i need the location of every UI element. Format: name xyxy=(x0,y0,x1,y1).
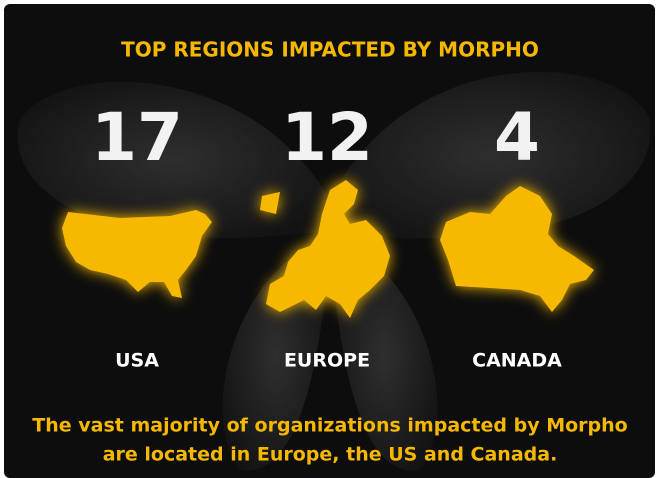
region-name: CANADA xyxy=(472,350,562,372)
footnote-line: are located in Europe, the US and Canada… xyxy=(103,444,558,466)
canada-map xyxy=(440,186,594,312)
usa-map xyxy=(62,210,212,298)
region-count: 4 xyxy=(494,99,540,176)
region-count: 12 xyxy=(281,99,373,176)
regions: 17 USA 12 EUROPE 4 CANADA xyxy=(91,99,562,371)
region-count: 17 xyxy=(91,99,183,176)
region-name: USA xyxy=(115,350,159,372)
europe-map xyxy=(260,180,390,318)
region-name: EUROPE xyxy=(284,350,370,372)
maps xyxy=(62,180,594,318)
footnote-line: The vast majority of organizations impac… xyxy=(32,415,627,437)
title: TOP REGIONS IMPACTED BY MORPHO xyxy=(121,38,539,62)
